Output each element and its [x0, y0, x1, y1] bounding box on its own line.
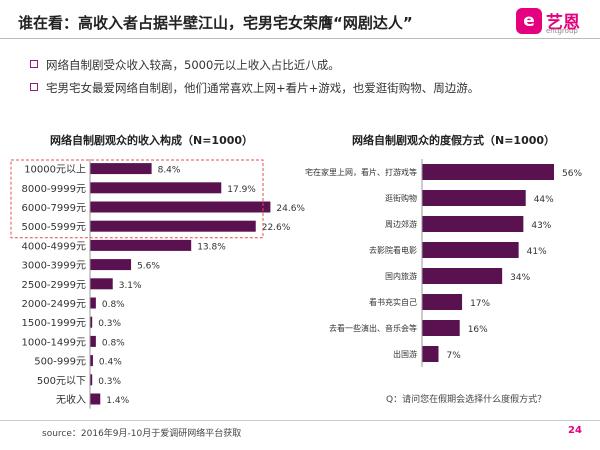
vacation-category-label: 逛街购物	[385, 193, 417, 203]
income-category-label: 4000-4999元	[21, 241, 86, 252]
page-title: 谁在看：高收入者占据半壁江山，宅男宅女荣膺“网剧达人”	[18, 14, 413, 32]
income-value-label: 0.3%	[98, 319, 121, 329]
income-bar	[90, 316, 93, 328]
income-value-label: 22.6%	[262, 223, 291, 233]
vacation-value-label: 7%	[447, 351, 462, 361]
vacation-bar	[422, 216, 524, 232]
income-chart-title: 网络自制剧观众的收入构成（N=1000）	[50, 134, 254, 147]
vacation-value-label: 16%	[468, 325, 488, 335]
bullet-square-icon	[30, 60, 38, 68]
vacation-bar	[422, 294, 463, 310]
vacation-bar	[422, 268, 503, 284]
vacation-category-label: 宅在家里上网，看片、打游戏等	[305, 167, 417, 177]
income-value-label: 0.8%	[102, 338, 125, 348]
income-category-label: 500元以下	[37, 376, 86, 387]
income-bar	[90, 335, 96, 347]
income-category-label: 1500-1999元	[21, 318, 86, 329]
logo-text: 艺恩	[546, 13, 580, 33]
vacation-bar	[422, 190, 526, 206]
income-value-label: 8.4%	[158, 166, 181, 176]
vacation-category-label: 去看一些演出、音乐会等	[329, 323, 417, 333]
income-category-label: 2500-2999元	[21, 280, 86, 291]
vacation-bar	[422, 164, 554, 180]
income-bar	[90, 374, 93, 386]
logo-mark-icon: e	[516, 8, 542, 34]
income-value-label: 0.8%	[102, 300, 125, 310]
income-category-label: 3000-3999元	[21, 261, 86, 272]
income-category-label: 6000-7999元	[21, 203, 86, 214]
bullet-point-habits: 宅男宅女最爱网络自制剧，他们通常喜欢上网+看片+游戏，也爱逛街购物、周边游。	[30, 80, 480, 96]
survey-question-note: Q：请问您在假期会选择什么度假方式？	[386, 395, 547, 405]
income-value-label: 17.9%	[227, 185, 256, 195]
vacation-value-label: 34%	[510, 273, 530, 283]
income-value-label: 3.1%	[119, 281, 142, 291]
income-category-label: 500-999元	[34, 357, 86, 368]
income-value-label: 13.8%	[197, 242, 226, 252]
income-bar	[90, 163, 152, 175]
vacation-category-label: 去影院看电影	[369, 245, 417, 255]
income-category-label: 2000-2499元	[21, 299, 86, 310]
vacation-value-label: 44%	[534, 195, 554, 205]
vacation-bar	[422, 346, 439, 362]
income-value-label: 24.6%	[276, 204, 305, 214]
bullet-point-income: 网络自制剧受众收入较高，5000元以上收入占比近八成。	[30, 57, 340, 73]
bullet-square-icon	[30, 83, 38, 91]
income-bar	[90, 297, 96, 309]
income-category-label: 1000-1499元	[21, 337, 86, 348]
vacation-bar	[422, 320, 460, 336]
vacation-bar	[422, 242, 519, 258]
page-number: 24	[568, 425, 582, 436]
income-value-label: 0.3%	[98, 377, 121, 387]
vacation-value-label: 17%	[470, 299, 490, 309]
source-note: source：2016年9月-10月于爱调研网络平台获取	[42, 429, 242, 439]
vacation-value-label: 43%	[531, 221, 551, 231]
vacation-category-label: 出国游	[393, 349, 417, 359]
income-bar	[90, 201, 271, 213]
income-value-label: 0.4%	[99, 358, 122, 368]
vacation-chart-title: 网络自制剧观众的度假方式（N=1000）	[352, 134, 556, 147]
vacation-value-label: 41%	[527, 247, 547, 257]
footer-divider	[0, 420, 600, 421]
vacation-category-label: 周边郊游	[385, 219, 417, 229]
income-category-label: 5000-5999元	[21, 222, 86, 233]
income-bar	[90, 355, 93, 367]
vacation-category-label: 看书充实自己	[369, 297, 417, 307]
income-bar	[90, 220, 256, 232]
income-category-label: 8000-9999元	[21, 184, 86, 195]
income-bar	[90, 278, 113, 290]
income-bar	[90, 239, 192, 251]
income-bar	[90, 182, 222, 194]
vacation-value-label: 56%	[562, 169, 582, 179]
brand-logo: e 艺恩 entgroup	[516, 6, 596, 38]
vacation-category-label: 国内旅游	[385, 271, 417, 281]
income-value-label: 1.4%	[106, 396, 129, 406]
income-bar	[90, 393, 101, 405]
income-value-label: 5.6%	[137, 262, 160, 272]
logo-subtext: entgroup	[546, 27, 578, 35]
income-highlight-box	[10, 159, 264, 239]
income-category-label: 无收入	[56, 393, 86, 406]
income-category-label: 10000元以上	[24, 164, 86, 176]
bullet-text: 宅男宅女最爱网络自制剧，他们通常喜欢上网+看片+游戏，也爱逛街购物、周边游。	[46, 81, 480, 95]
bullet-text: 网络自制剧受众收入较高，5000元以上收入占比近八成。	[46, 58, 340, 72]
title-divider	[0, 38, 600, 39]
income-bar	[90, 259, 132, 271]
